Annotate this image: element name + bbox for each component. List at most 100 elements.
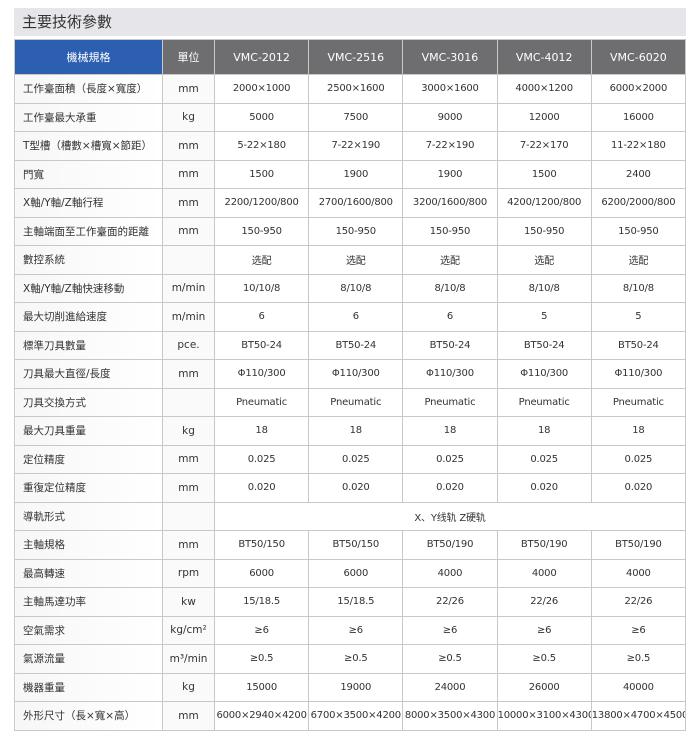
spec-table: 機械規格 單位 VMC-2012 VMC-2516 VMC-3016 VMC-4012 VM…: [14, 39, 687, 731]
value-cell: ≥0.5: [402, 644, 498, 674]
unit-cell: mm: [162, 530, 215, 560]
value-cell: 26000: [496, 672, 592, 702]
spec-row: 主軸馬達功率 kw 15/18.5 15/18.5 22/26 22/26 22/26: [14, 587, 687, 617]
value-cell: Pneumatic: [496, 387, 592, 417]
value-cell: 150-950: [590, 216, 687, 246]
column-header: VMC-4012: [496, 39, 592, 75]
spec-label: 工作臺面積（長度×寬度）: [14, 74, 163, 104]
value-cell: 22/26: [496, 587, 592, 617]
value-cell: BT50-24: [213, 330, 310, 360]
value-cell: 5: [496, 302, 592, 332]
value-cell: 22/26: [402, 587, 498, 617]
unit-cell: kg: [162, 672, 215, 702]
value-cell: 3000×1600: [402, 74, 498, 104]
unit-cell: mm: [162, 131, 215, 161]
value-cell: 6200/2000/800: [590, 188, 687, 218]
value-cell: BT50-24: [590, 330, 687, 360]
spec-label: 外形尺寸（長×寬×高）: [14, 701, 163, 731]
value-cell: ≥6: [213, 615, 310, 645]
spec-row: 門寬 mm 1500 1900 1900 1500 2400: [14, 159, 687, 189]
value-cell: 0.020: [496, 473, 592, 503]
spec-row: T型槽（槽數×槽寬×節距） mm 5-22×180 7-22×190 7-22×190 7…: [14, 131, 687, 161]
value-cell: BT50/190: [590, 530, 687, 560]
spec-panel: 主要技術參數 機械規格 單位 VMC-2012 VMC-2516 VMC-3016 VMC…: [14, 8, 687, 731]
spec-label: 主軸馬達功率: [14, 587, 163, 617]
spec-row: 最大刀具重量 kg 18 18 18 18 18: [14, 416, 687, 446]
spec-label: 刀具最大直徑/長度: [14, 359, 163, 389]
value-cell: 4000: [590, 558, 687, 588]
merged-cell: X、Y线轨 Z硬轨: [214, 501, 686, 531]
value-cell: 6000×2940×4200: [213, 701, 310, 731]
value-cell: Pneumatic: [590, 387, 687, 417]
spec-label: 主軸規格: [14, 530, 163, 560]
value-cell: ≥0.5: [590, 644, 687, 674]
value-cell: 150-950: [402, 216, 498, 246]
value-cell: 3200/1600/800: [402, 188, 498, 218]
value-cell: ≥6: [402, 615, 498, 645]
unit-cell: rpm: [162, 558, 215, 588]
spec-label: X軸/Y軸/Z軸行程: [14, 188, 163, 218]
value-cell: 选配: [213, 245, 310, 275]
value-cell: 18: [213, 416, 310, 446]
spec-row: 工作臺最大承重 kg 5000 7500 9000 12000 16000: [14, 102, 687, 132]
value-cell: 8000×3500×4300: [402, 701, 498, 731]
spec-row: 數控系統 选配 选配 选配 选配 选配: [14, 245, 687, 275]
value-cell: 8/10/8: [496, 273, 592, 303]
value-cell: 8/10/8: [402, 273, 498, 303]
value-cell: 18: [308, 416, 404, 446]
spec-row: 刀具最大直徑/長度 mm Φ110/300 Φ110/300 Φ110/300 Φ110/…: [14, 359, 687, 389]
value-cell: 11-22×180: [590, 131, 687, 161]
value-cell: 2400: [590, 159, 687, 189]
unit-cell: pce.: [162, 330, 215, 360]
spec-label: 機器重量: [14, 672, 163, 702]
value-cell: 5000: [213, 102, 310, 132]
value-cell: 8/10/8: [590, 273, 687, 303]
value-cell: 0.025: [402, 444, 498, 474]
value-cell: 6700×3500×4200: [308, 701, 404, 731]
value-cell: 18: [590, 416, 687, 446]
spec-row: 外形尺寸（長×寬×高） mm 6000×2940×4200 6700×3500×420…: [14, 701, 687, 731]
spec-label: 刀具交換方式: [14, 387, 163, 417]
unit-cell: mm: [162, 159, 215, 189]
unit-cell: kg: [162, 102, 215, 132]
column-header: VMC-2516: [308, 39, 404, 75]
column-header: VMC-2012: [213, 39, 310, 75]
spec-label: 重復定位精度: [14, 473, 163, 503]
value-cell: 13800×4700×4500: [590, 701, 687, 731]
value-cell: Φ110/300: [213, 359, 310, 389]
spec-label: 最大切削進給速度: [14, 302, 163, 332]
unit-cell: mm: [162, 74, 215, 104]
unit-cell: kg/cm²: [162, 615, 215, 645]
value-cell: 5: [590, 302, 687, 332]
spec-row: 導軌形式 X、Y线轨 Z硬轨: [14, 501, 686, 531]
spec-label: 標準刀具數量: [14, 330, 163, 360]
value-cell: Φ110/300: [402, 359, 498, 389]
value-cell: 8/10/8: [308, 273, 404, 303]
spec-row: 最大切削進給速度 m/min 6 6 6 5 5: [14, 302, 687, 332]
value-cell: 4000: [496, 558, 592, 588]
value-cell: BT50-24: [402, 330, 498, 360]
value-cell: 1500: [496, 159, 592, 189]
value-cell: 0.025: [213, 444, 310, 474]
value-cell: 1900: [402, 159, 498, 189]
spec-row: 主軸端面至工作臺面的距離 mm 150-950 150-950 150-950 150-9…: [14, 216, 687, 246]
unit-cell: [162, 501, 215, 531]
value-cell: BT50-24: [496, 330, 592, 360]
unit-cell: mm: [162, 444, 215, 474]
value-cell: 4200/1200/800: [496, 188, 592, 218]
value-cell: Pneumatic: [213, 387, 310, 417]
spec-row: X軸/Y軸/Z軸快速移動 m/min 10/10/8 8/10/8 8/10/8 8/10…: [14, 273, 687, 303]
value-cell: 0.020: [590, 473, 687, 503]
spec-label: 門寬: [14, 159, 163, 189]
value-cell: 选配: [308, 245, 404, 275]
spec-label: X軸/Y軸/Z軸快速移動: [14, 273, 163, 303]
value-cell: 150-950: [496, 216, 592, 246]
value-cell: 6: [402, 302, 498, 332]
spec-label: 數控系統: [14, 245, 163, 275]
value-cell: 15/18.5: [308, 587, 404, 617]
column-header: 機械規格: [14, 39, 163, 75]
value-cell: 0.025: [590, 444, 687, 474]
unit-cell: mm: [162, 701, 215, 731]
unit-cell: kw: [162, 587, 215, 617]
